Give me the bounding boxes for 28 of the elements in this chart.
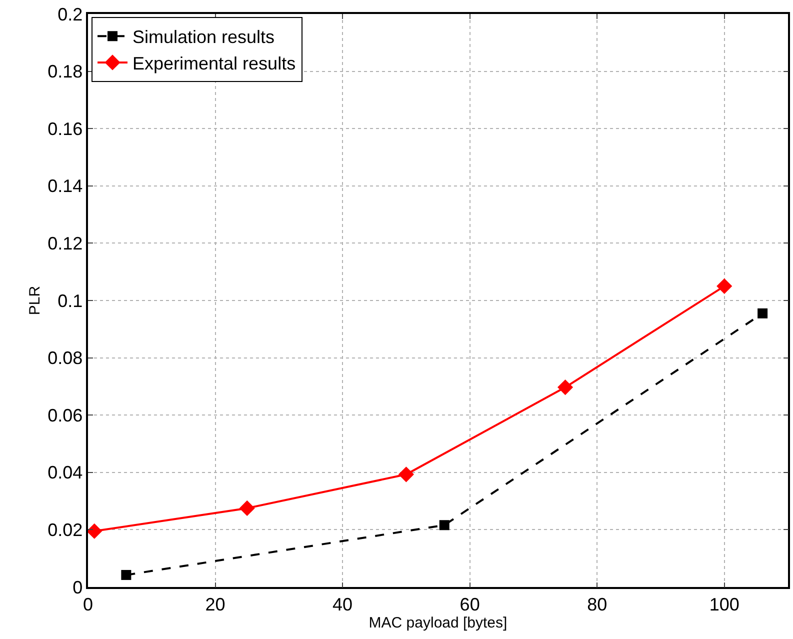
y-tick-label: 0.16 — [48, 118, 83, 139]
point — [398, 466, 414, 482]
y-tick-label: 0.02 — [48, 520, 83, 540]
legend-label: Experimental results — [132, 53, 296, 74]
y-tick-label: 0.1 — [58, 290, 83, 311]
point — [557, 380, 574, 396]
point — [758, 308, 768, 318]
point — [716, 278, 732, 294]
y-tick-label: 0.06 — [48, 405, 83, 426]
y-tick-label: 0.08 — [48, 348, 83, 368]
y-tick-label: 0 — [72, 577, 83, 598]
y-tick-label: 0.04 — [48, 462, 83, 483]
y-axis-title: PLR — [26, 286, 44, 316]
x-tick-label: 80 — [587, 594, 608, 614]
point — [88, 523, 102, 539]
y-tick-label: 0.14 — [48, 176, 83, 196]
point — [239, 500, 255, 516]
x-tick-label: 60 — [460, 594, 480, 614]
y-tick-label: 0.12 — [48, 234, 83, 254]
point — [121, 570, 132, 580]
x-tick-label: 40 — [332, 594, 353, 614]
x-tick-label: 20 — [205, 594, 226, 614]
point — [439, 520, 450, 530]
legend-label: Simulation results — [132, 27, 275, 48]
x-tick-label: 100 — [709, 594, 740, 614]
y-tick-label: 0.18 — [48, 62, 83, 82]
x-axis-title: MAC payload [bytes] — [368, 614, 508, 632]
y-tick-label: 0.2 — [58, 4, 83, 24]
